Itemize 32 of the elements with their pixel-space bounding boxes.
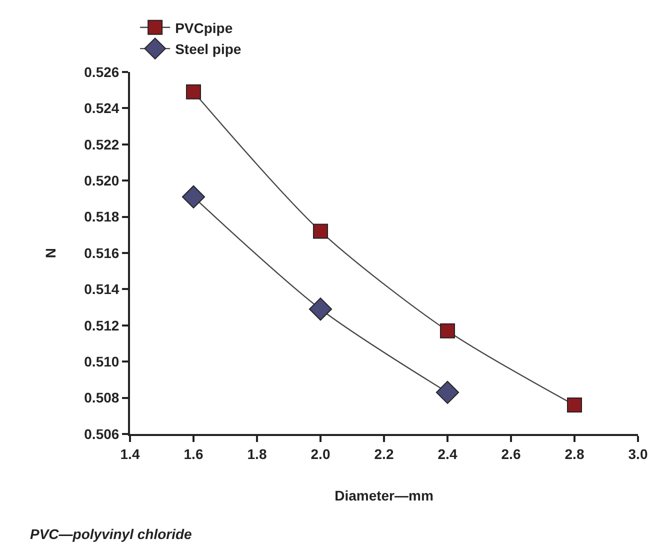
y-tick-label: 0.524 (84, 100, 120, 116)
point (567, 398, 582, 413)
point (308, 298, 332, 321)
x-tick-label: 2.0 (310, 446, 330, 462)
x-tick-label: 1.8 (247, 446, 267, 462)
y-axis-title: N (42, 248, 58, 258)
x-tick-label: 2.2 (374, 446, 394, 462)
y-tick-label: 0.508 (84, 390, 120, 406)
y-tick-label: 0.512 (84, 317, 120, 334)
y-tick-label: 0.526 (84, 64, 120, 80)
legend-label: Steel pipe (175, 41, 242, 58)
point (313, 224, 328, 239)
x-tick-label: 1.4 (120, 446, 140, 462)
x-tick-label: 1.6 (184, 446, 204, 462)
y-tick-label: 0.522 (84, 136, 120, 152)
point (182, 185, 206, 208)
y-tick-label: 0.514 (84, 281, 120, 298)
y-tick-label: 0.518 (84, 208, 120, 225)
y-tick-label: 0.516 (84, 244, 120, 261)
point (440, 323, 455, 338)
text: PVC—polyvinyl chloride (30, 526, 192, 542)
x-tick-label: 2.6 (501, 446, 521, 462)
legend-label: PVCpipe (175, 20, 233, 36)
x-axis-title: Diameter—mm (334, 488, 434, 504)
point (436, 380, 460, 404)
x-tick-label: 2.4 (438, 446, 458, 462)
y-tick-label: 0.506 (84, 426, 120, 442)
y-tick-label: 0.510 (84, 354, 120, 370)
y-tick-label: 0.520 (84, 172, 120, 188)
point (186, 84, 201, 100)
x-tick-label: 3.0 (628, 446, 648, 462)
x-tick-label: 2.8 (564, 446, 584, 462)
